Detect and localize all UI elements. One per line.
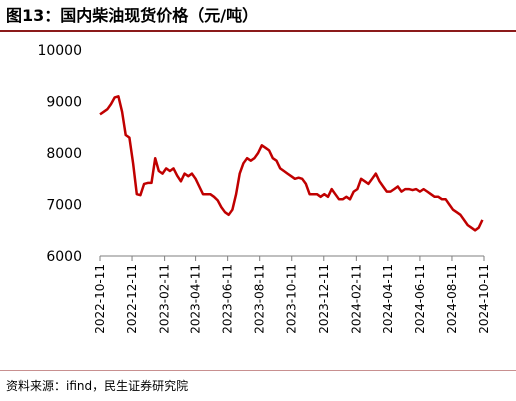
x-tick-label: 2022-10-11 bbox=[93, 264, 107, 334]
x-tick-label: 2024-04-11 bbox=[381, 264, 395, 334]
y-axis-ticks: 6000 7000 8000 9000 10000 bbox=[37, 43, 82, 265]
x-tick-label: 2024-02-11 bbox=[349, 264, 363, 334]
x-tick-label: 2023-02-11 bbox=[158, 264, 172, 334]
x-tick-label: 2023-06-11 bbox=[221, 264, 235, 334]
x-tick-label: 2024-06-11 bbox=[413, 264, 427, 334]
y-tick-label: 8000 bbox=[46, 146, 82, 162]
title-divider bbox=[0, 30, 516, 32]
y-tick-label: 7000 bbox=[46, 198, 82, 214]
source-note: 资料来源：ifind，民生证券研究院 bbox=[6, 379, 189, 393]
x-tick-label: 2023-08-11 bbox=[253, 264, 267, 334]
x-tick-label: 2023-04-11 bbox=[189, 264, 203, 334]
x-tick-label: 2024-10-11 bbox=[477, 264, 491, 334]
x-tick-label: 2023-12-11 bbox=[317, 264, 331, 334]
y-tick-label: 9000 bbox=[46, 95, 82, 111]
y-tick-label: 6000 bbox=[46, 249, 82, 265]
chart-area: 6000 7000 8000 9000 10000 2022-10-11 2022-12-… bbox=[37, 43, 491, 334]
x-tick-label: 2023-10-11 bbox=[285, 264, 299, 334]
series-line bbox=[99, 95, 484, 232]
y-tick-label: 10000 bbox=[37, 43, 82, 59]
x-tick-label: 2024-08-11 bbox=[445, 264, 459, 334]
x-axis-ticks: 2022-10-11 2022-12-11 2023-02-11 2023-04-11… bbox=[93, 256, 491, 334]
footer-divider bbox=[0, 370, 516, 371]
x-tick-label: 2022-12-11 bbox=[125, 264, 139, 334]
chart-title: 图13：国内柴油现货价格（元/吨） bbox=[6, 6, 259, 25]
